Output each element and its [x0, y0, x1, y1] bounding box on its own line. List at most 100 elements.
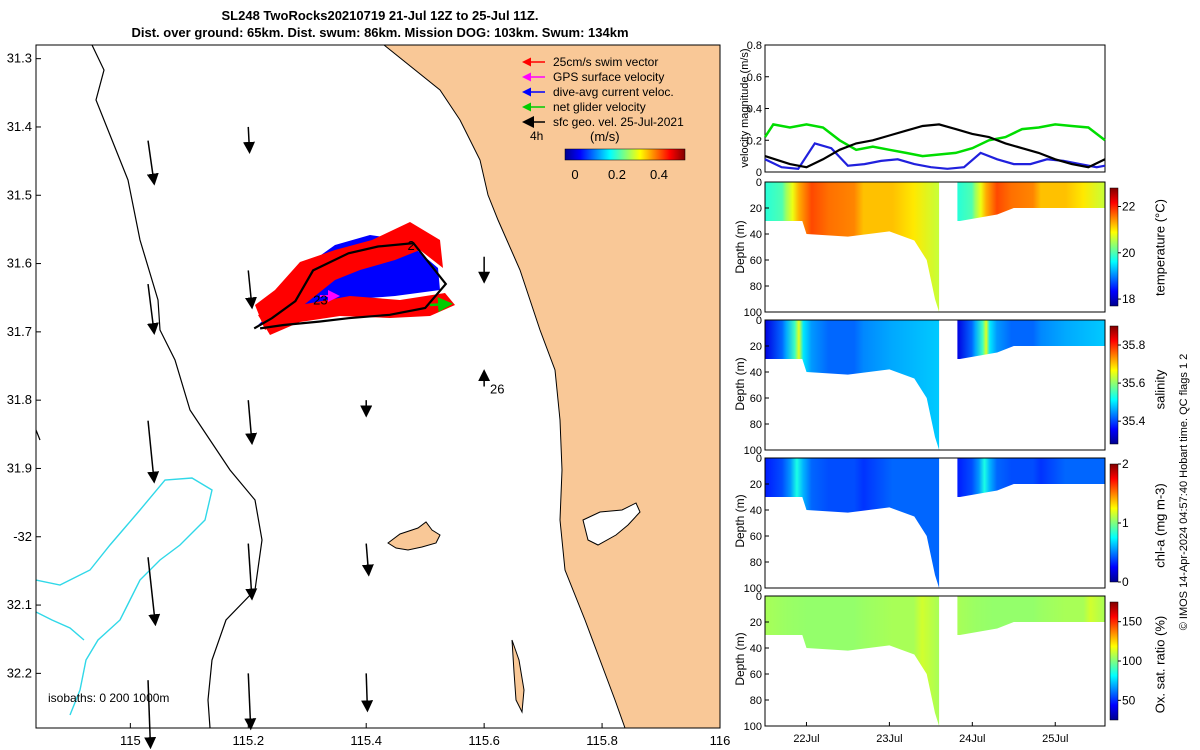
- velocity-tick-label: 0: [756, 167, 762, 179]
- credit-text: © IMOS 14-Apr-2024 04:57:40 Hobart time.…: [1178, 353, 1190, 631]
- chl-cbar-label: chl-a (mg m-3): [1152, 483, 1168, 568]
- velocity-panel: 0 0.2 0.4 0.6 0.8: [747, 40, 1106, 179]
- oxygen-colorbar-tick-label: 50: [1122, 693, 1136, 707]
- map-y-tick-label: 31.5: [7, 187, 32, 202]
- isobath-1000: [36, 429, 41, 441]
- legend-label: sfc geo. vel. 25-Jul-2021: [553, 115, 684, 129]
- map-y-tick-label: 31.6: [7, 256, 32, 271]
- temperature-cbar-label: temperature (°C): [1152, 199, 1168, 296]
- chl-a-y-tick-label: 40: [750, 505, 762, 517]
- velocity-frame: [764, 44, 1106, 173]
- temperature-y-tick-label: 20: [750, 203, 762, 215]
- map-y-tick-label: -32: [13, 529, 32, 544]
- temperature-y-tick-label: 40: [750, 229, 762, 241]
- salinity-y-tick-label: 40: [750, 367, 762, 379]
- map-y-tick-label: 32.2: [7, 665, 32, 680]
- map-y-tick-label: 31.9: [7, 460, 32, 475]
- colorbar-tick-label: 0: [571, 167, 578, 182]
- map-y-tick-label: 31.7: [7, 324, 32, 339]
- geo-vector-arrow: [245, 400, 258, 446]
- salinity-ylabel: Depth (m): [733, 357, 747, 411]
- chl-a-y-tick-label: 0: [756, 453, 762, 465]
- velocity-tick-label: 0.2: [747, 135, 762, 147]
- geo-vector-arrow: [245, 543, 258, 601]
- velocity-tick-label: 0.8: [747, 40, 762, 52]
- salinity-y-tick-label: 60: [750, 393, 762, 405]
- day-label: 2: [407, 238, 414, 253]
- geo-vector-arrow: [146, 283, 159, 336]
- time-tick-label: 25Jul: [1042, 733, 1068, 745]
- oxygen-ylabel: Depth (m): [733, 632, 747, 686]
- oxygen-y-tick-label: 40: [750, 643, 762, 655]
- isobath-note: isobaths: 0 200 1000m: [48, 691, 169, 705]
- land-mass: [383, 45, 720, 728]
- oxygen-panel: 0 20 40 60 80 100 50 100 150: [744, 591, 1143, 733]
- chl-ylabel: Depth (m): [733, 494, 747, 548]
- speed-label: 4h: [530, 129, 543, 143]
- oxygen-y-tick-label: 60: [750, 669, 762, 681]
- isobath-0: [36, 477, 213, 716]
- geo-vector-arrow: [147, 557, 161, 627]
- velocity-ylabel: velocity magnitude (m/s): [739, 48, 751, 168]
- geo-vector-arrow: [144, 680, 157, 750]
- net-velocity-vector: [429, 297, 453, 313]
- salinity-section-fill: [765, 320, 940, 450]
- temperature-panel: 0 20 40 60 80 100 18 20 22: [744, 177, 1136, 319]
- oxygen-colorbar-tick-label: 150: [1122, 615, 1142, 629]
- temperature-y-tick-label: 80: [750, 281, 762, 293]
- oxygen-section-fill: [765, 596, 940, 726]
- colorbar-tick-label: 0.2: [608, 167, 626, 182]
- oxygen-y-tick-label: 100: [744, 721, 762, 733]
- chl-a-y-tick-label: 80: [750, 557, 762, 569]
- salinity-y-tick-label: 20: [750, 341, 762, 353]
- chl-a-colorbar-tick-label: 0: [1122, 575, 1129, 589]
- salinity-colorbar-tick-label: 35.4: [1122, 414, 1146, 428]
- chl-a-frame: [764, 457, 1106, 589]
- time-tick-label: 23Jul: [876, 733, 902, 745]
- geo-vector-arrow: [244, 673, 257, 731]
- oxygen-y-tick-label: 20: [750, 617, 762, 629]
- day-label: 23: [313, 293, 327, 308]
- map-y-tick-label: 31.4: [7, 119, 32, 134]
- chl-a-y-tick-label: 60: [750, 531, 762, 543]
- time-tick-label: 22Jul: [793, 733, 819, 745]
- chl-a-y-tick-label: 20: [750, 479, 762, 491]
- oxygen-y-tick-label: 80: [750, 695, 762, 707]
- estuary-swan: [582, 502, 641, 546]
- map-y-tick-label: 31.8: [7, 392, 32, 407]
- temperature-y-tick-label: 60: [750, 255, 762, 267]
- oxygen-y-tick-label: 0: [756, 591, 762, 603]
- velocity-y-ticks: 0 0.2 0.4 0.6 0.8: [747, 40, 769, 179]
- chl-a-section-fill: [765, 458, 940, 588]
- velocity-tick-label: 0.4: [747, 104, 762, 116]
- map-y-tick-label: 31.3: [7, 51, 32, 66]
- map-x-tick-label: 115.4: [350, 733, 382, 748]
- map-y-ticks: 31.3 31.4 31.5 31.6 31.7 31.8 31.9 -32 32.1 32.2: [7, 51, 41, 680]
- legend-label: GPS surface velocity: [553, 70, 664, 84]
- temperature-section-fill: [765, 182, 940, 312]
- temperature-colorbar-tick-label: 18: [1122, 292, 1136, 306]
- geo-vector-arrow: [147, 420, 160, 484]
- colorbar-title: (m/s): [590, 129, 620, 144]
- chl-a-y-tick-label: 100: [744, 583, 762, 595]
- chl-a-colorbar-tick-label: 2: [1122, 457, 1129, 471]
- geo-vector-arrow: [361, 673, 374, 713]
- time-tick-label: 24Jul: [959, 733, 985, 745]
- speed-colorbar: [564, 148, 686, 161]
- map-frame: [35, 44, 721, 729]
- velocity-series-line: [763, 123, 1106, 158]
- geo-vector-arrow: [361, 543, 374, 577]
- island-garden: [511, 639, 525, 714]
- map-x-tick-label: 115.6: [468, 733, 500, 748]
- geo-vector-arrow: [245, 270, 257, 310]
- speed-colorbar-ticks: 0 0.2 0.4: [571, 167, 668, 182]
- salinity-section-fill-right: [957, 320, 1105, 359]
- salinity-y-tick-label: 100: [744, 445, 762, 457]
- velocity-series-line: [764, 123, 1106, 169]
- temperature-section-fill-right: [957, 182, 1105, 221]
- section-panels: 02040608010018202202040608010035.435.635…: [744, 177, 1146, 733]
- map-x-tick-label: 115.8: [586, 733, 618, 748]
- salinity-colorbar: [1109, 325, 1119, 445]
